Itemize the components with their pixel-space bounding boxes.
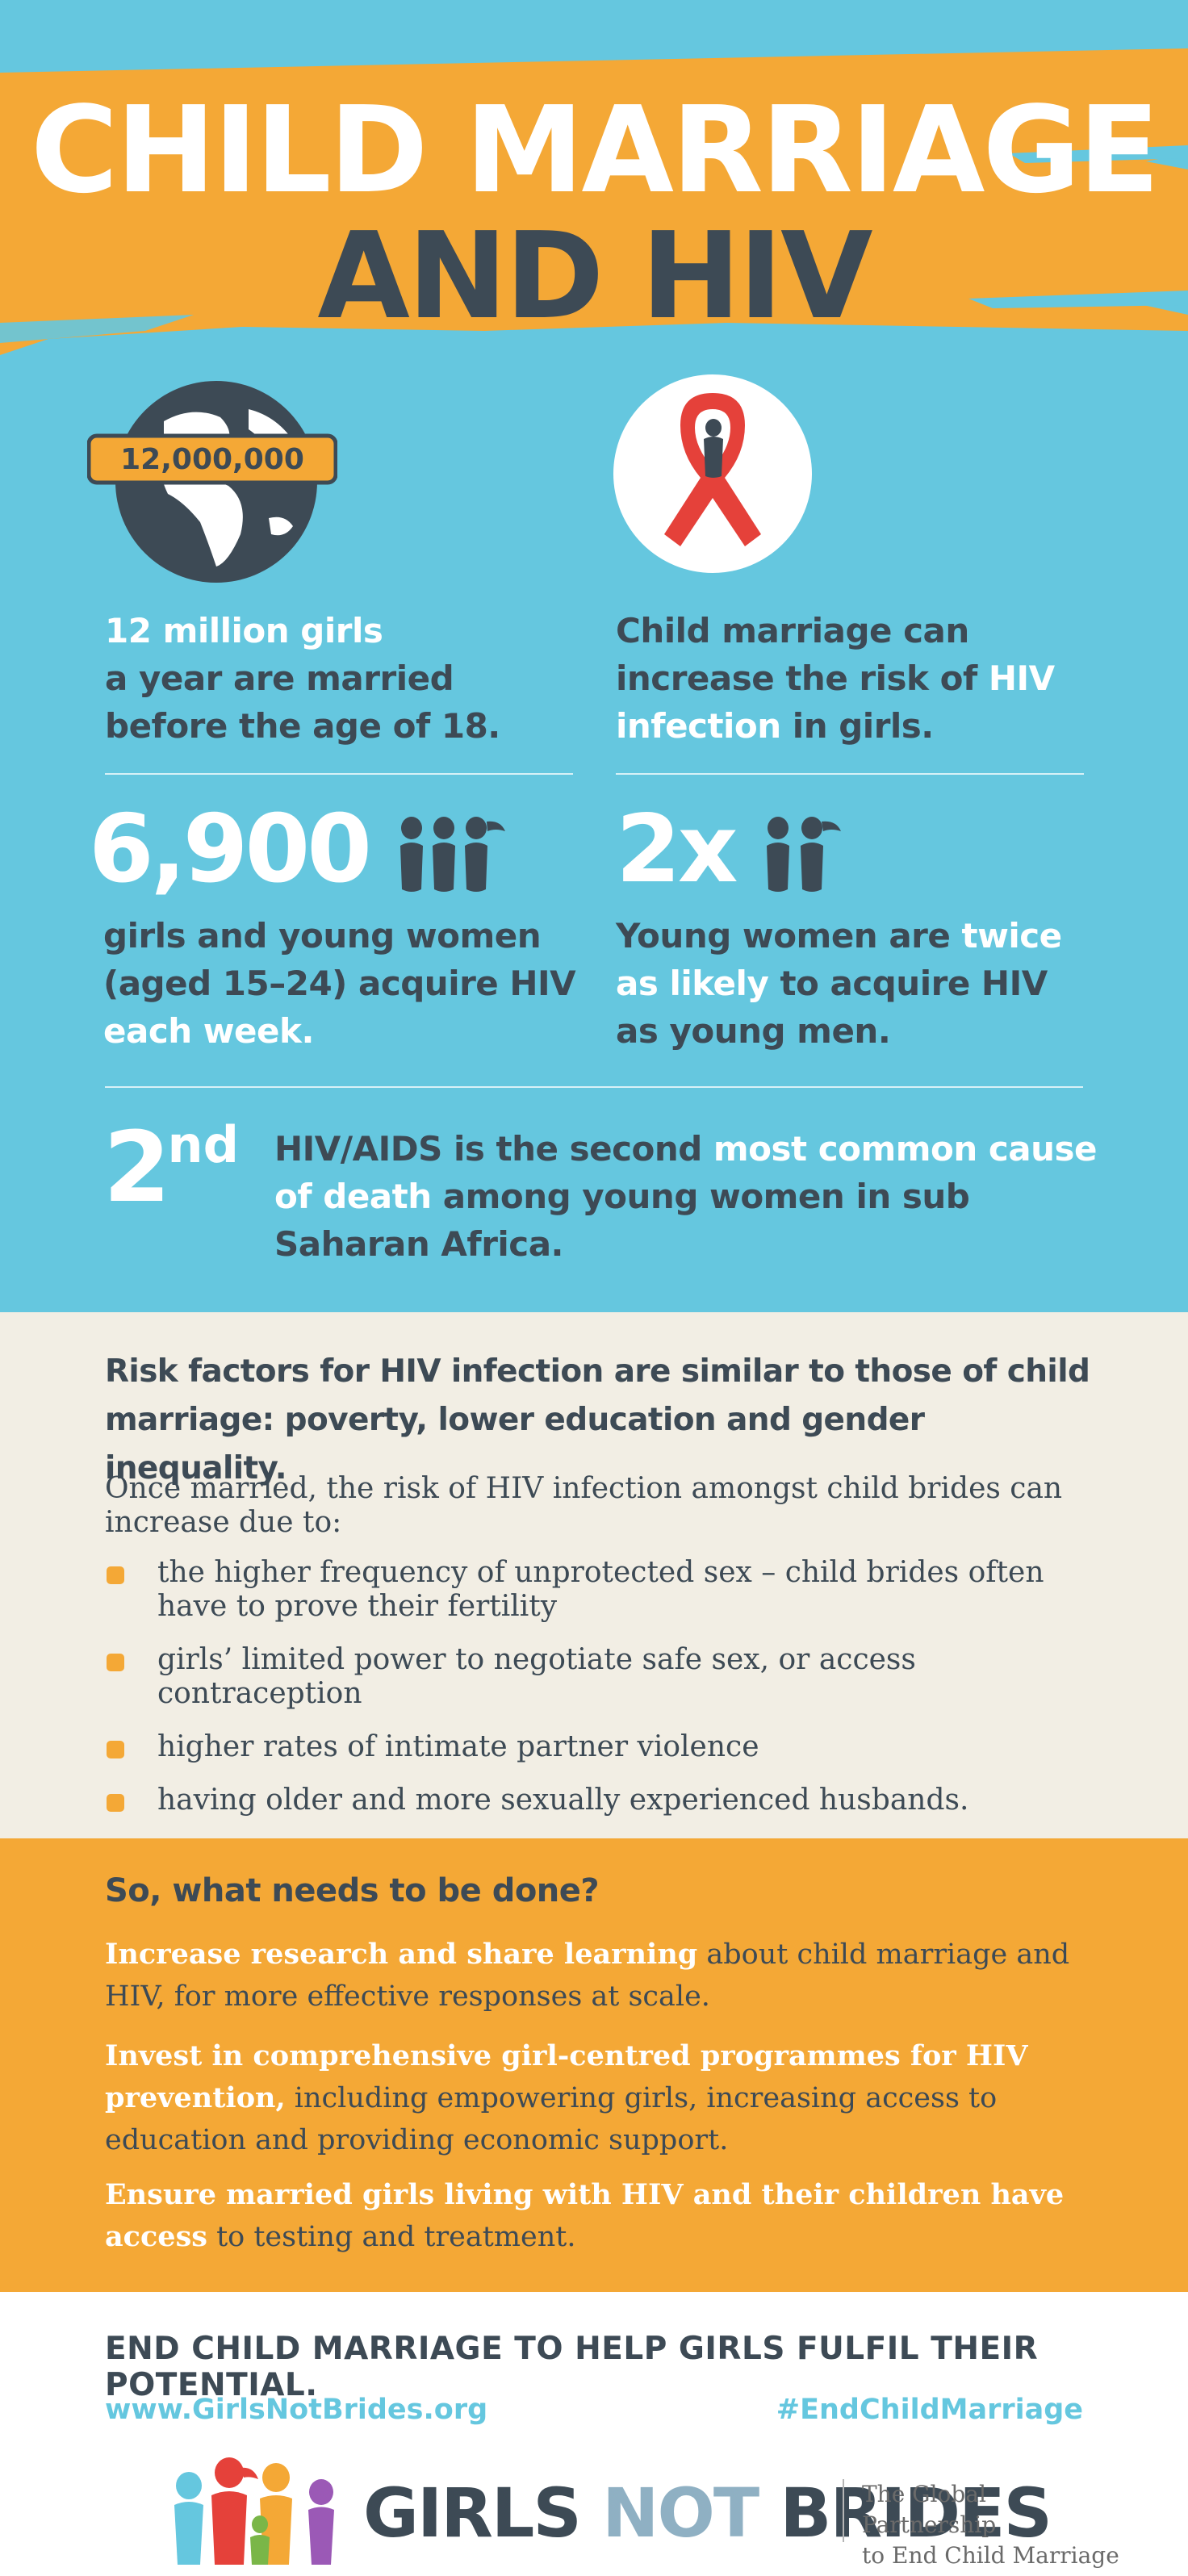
footer-section: END CHILD MARRIAGE TO HELP GIRLS FULFIL … — [0, 2292, 1188, 2576]
stat-2nd-text: HIV/AIDS is the second most common cause… — [274, 1129, 1098, 1264]
stat-6900-number: 6,900 — [89, 795, 372, 904]
list-item: higher rates of intimate partner violenc… — [105, 1730, 1106, 1764]
bullet-icon — [107, 1654, 124, 1671]
call-to-action: END CHILD MARRIAGE TO HELP GIRLS FULFIL … — [105, 2331, 1039, 2403]
red-ribbon-icon — [612, 373, 814, 575]
actions-heading: So, what needs to be done? — [105, 1872, 600, 1909]
list-item: girls’ limited power to negotiate safe s… — [105, 1643, 1106, 1711]
logo-divider — [843, 2479, 844, 2542]
action-item: Invest in comprehensive girl-centred pro… — [105, 2039, 1028, 2156]
bullet-icon — [107, 1741, 124, 1758]
hashtag-link[interactable]: #EndChildMarriage — [776, 2394, 1083, 2426]
globe-badge-text: 12,000,000 — [120, 443, 304, 476]
risk-list: the higher frequency of unprotected sex … — [105, 1556, 1106, 1837]
actions-section: So, what needs to be done? Increase rese… — [0, 1838, 1188, 2292]
stat-2x-number: 2x — [616, 795, 738, 904]
logo-tagline: The Global Partnership to End Child Marr… — [862, 2481, 1119, 2569]
risk-heading: Risk factors for HIV infection are simil… — [105, 1353, 1090, 1487]
hero-section: CHILD MARRIAGE AND HIV 12,000,000 12 mil… — [0, 48, 1188, 1264]
divider — [105, 1086, 1083, 1088]
list-item: the higher frequency of unprotected sex … — [105, 1556, 1106, 1624]
bullet-icon — [107, 1566, 124, 1584]
list-item: having older and more sexually experienc… — [105, 1784, 1106, 1817]
risk-intro: Once married, the risk of HIV infection … — [105, 1472, 1063, 1539]
title-line-2: AND HIV — [317, 207, 872, 345]
stat-6900-text: girls and young women (aged 15–24) acqui… — [103, 916, 576, 1051]
action-item: Ensure married girls living with HIV and… — [105, 2178, 1065, 2253]
globe-icon: 12,000,000 — [86, 373, 338, 591]
orange-brush-band — [0, 48, 1188, 355]
stat-12-million-text: 12 million girls a year are married befo… — [105, 611, 500, 746]
stat-hiv-risk-text: Child marriage can increase the risk of … — [616, 611, 1055, 746]
title-line-1: CHILD MARRIAGE — [30, 81, 1160, 220]
divider — [105, 773, 573, 775]
girls-not-brides-logo-icon — [174, 2457, 334, 2565]
logo-wordmark: GIRLS NOT BRIDES — [363, 2474, 1052, 2553]
bullet-icon — [107, 1794, 124, 1812]
stat-2x-text: Young women are twice as likely to acqui… — [616, 916, 1062, 1051]
stat-2nd-number: 2nd — [103, 1112, 240, 1224]
girl-pair-icon — [767, 817, 841, 892]
risk-factors-section: Risk factors for HIV infection are simil… — [0, 1312, 1188, 1838]
divider — [616, 773, 1084, 775]
website-link[interactable]: www.GirlsNotBrides.org — [105, 2394, 488, 2426]
action-item: Increase research and share learning abo… — [105, 1938, 1070, 2013]
girls-group-icon — [400, 817, 505, 892]
